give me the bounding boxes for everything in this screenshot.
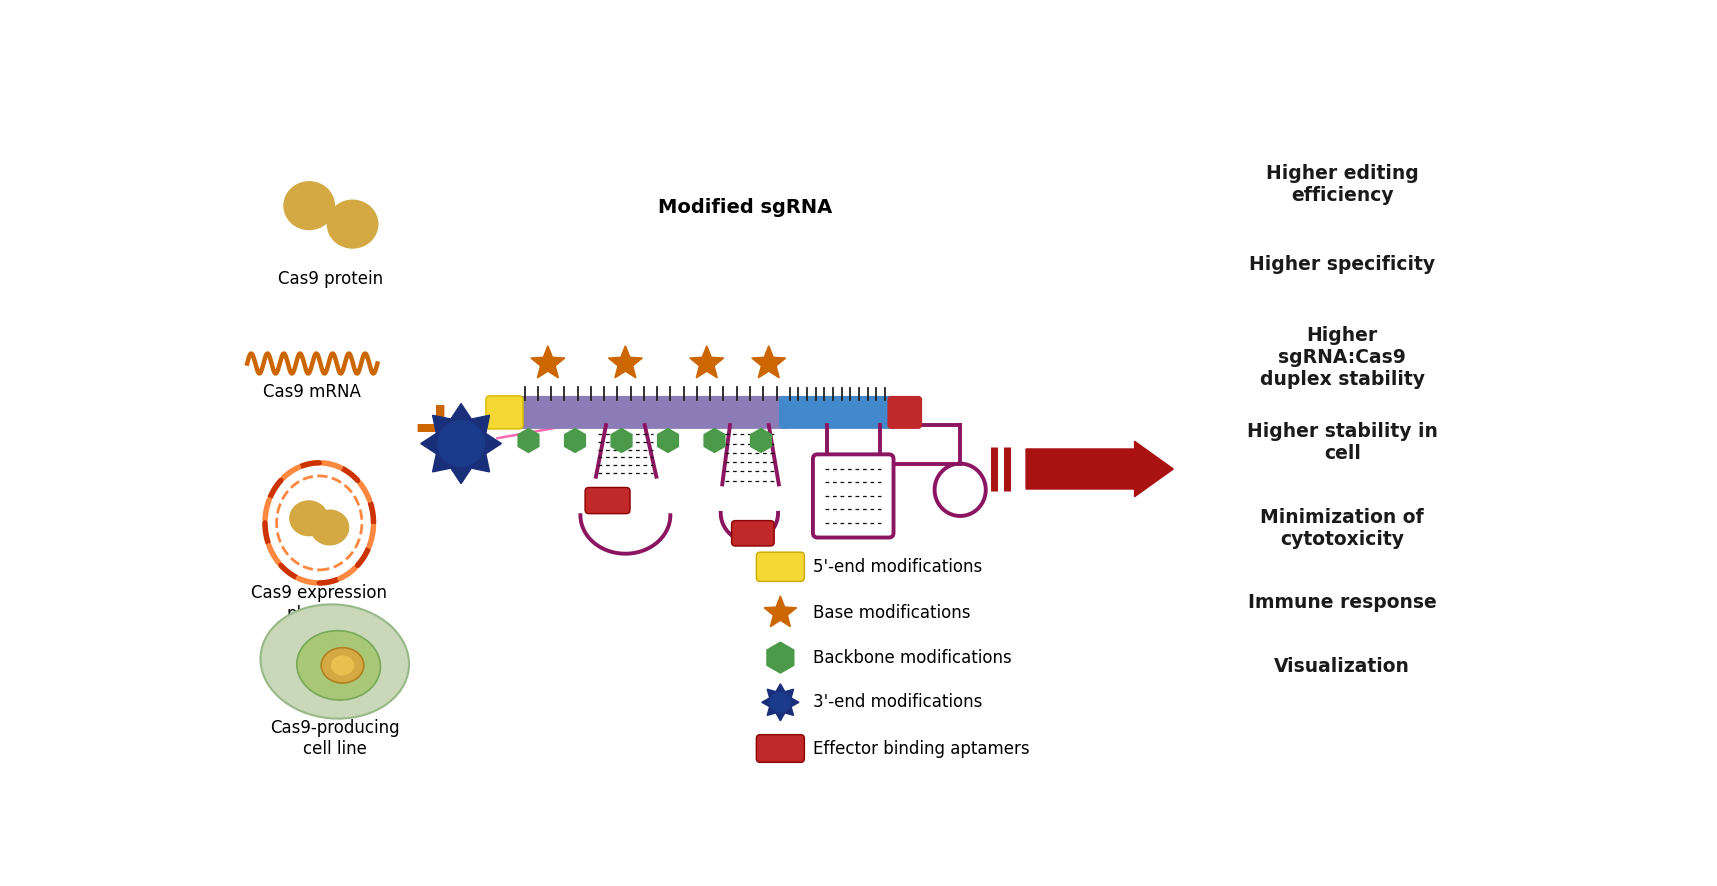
Text: Cas9-producing
cell line: Cas9-producing cell line: [270, 719, 400, 758]
Text: Modified sgRNA: Modified sgRNA: [658, 198, 833, 217]
Text: Minimization of
cytotoxicity: Minimization of cytotoxicity: [1260, 508, 1423, 548]
Text: Higher editing
efficiency: Higher editing efficiency: [1265, 164, 1418, 205]
FancyBboxPatch shape: [888, 397, 922, 428]
Text: Higher specificity: Higher specificity: [1250, 255, 1435, 275]
Ellipse shape: [311, 510, 349, 545]
FancyArrow shape: [1027, 441, 1173, 497]
Text: 5'-end modifications: 5'-end modifications: [812, 558, 982, 576]
Text: Higher
sgRNA:Cas9
duplex stability: Higher sgRNA:Cas9 duplex stability: [1260, 326, 1425, 389]
Text: Effector binding aptamers: Effector binding aptamers: [812, 740, 1030, 758]
Text: Higher stability in
cell: Higher stability in cell: [1247, 422, 1437, 462]
Ellipse shape: [290, 501, 328, 536]
Polygon shape: [690, 346, 723, 377]
Text: Base modifications: Base modifications: [812, 604, 970, 622]
FancyBboxPatch shape: [757, 734, 804, 762]
Polygon shape: [658, 429, 678, 453]
Ellipse shape: [331, 656, 354, 675]
Ellipse shape: [321, 648, 364, 683]
Ellipse shape: [328, 200, 378, 248]
Ellipse shape: [283, 182, 335, 229]
Text: +: +: [409, 396, 470, 465]
Text: Cas9 mRNA: Cas9 mRNA: [263, 383, 361, 401]
FancyBboxPatch shape: [812, 455, 893, 538]
Polygon shape: [752, 346, 786, 377]
Text: Backbone modifications: Backbone modifications: [812, 649, 1011, 666]
FancyBboxPatch shape: [486, 396, 524, 429]
Polygon shape: [750, 429, 771, 453]
Ellipse shape: [297, 631, 381, 700]
FancyBboxPatch shape: [585, 487, 630, 514]
Polygon shape: [764, 596, 797, 626]
Polygon shape: [762, 684, 798, 721]
FancyBboxPatch shape: [513, 397, 788, 428]
Ellipse shape: [261, 604, 409, 719]
Text: Visualization: Visualization: [1274, 657, 1410, 676]
Polygon shape: [565, 429, 585, 453]
Polygon shape: [767, 642, 793, 673]
Polygon shape: [704, 429, 725, 453]
Polygon shape: [611, 429, 632, 453]
FancyBboxPatch shape: [757, 552, 804, 581]
Text: 3'-end modifications: 3'-end modifications: [812, 694, 982, 711]
Polygon shape: [531, 346, 565, 377]
Circle shape: [438, 421, 484, 467]
FancyBboxPatch shape: [731, 521, 774, 546]
Polygon shape: [519, 429, 539, 453]
Text: Immune response: Immune response: [1248, 593, 1437, 611]
Polygon shape: [421, 403, 501, 484]
Polygon shape: [608, 346, 642, 377]
Text: Cas9 expression
plasmid: Cas9 expression plasmid: [251, 585, 388, 623]
FancyBboxPatch shape: [780, 397, 896, 428]
Circle shape: [771, 692, 790, 712]
Text: Cas9 protein: Cas9 protein: [278, 270, 383, 288]
